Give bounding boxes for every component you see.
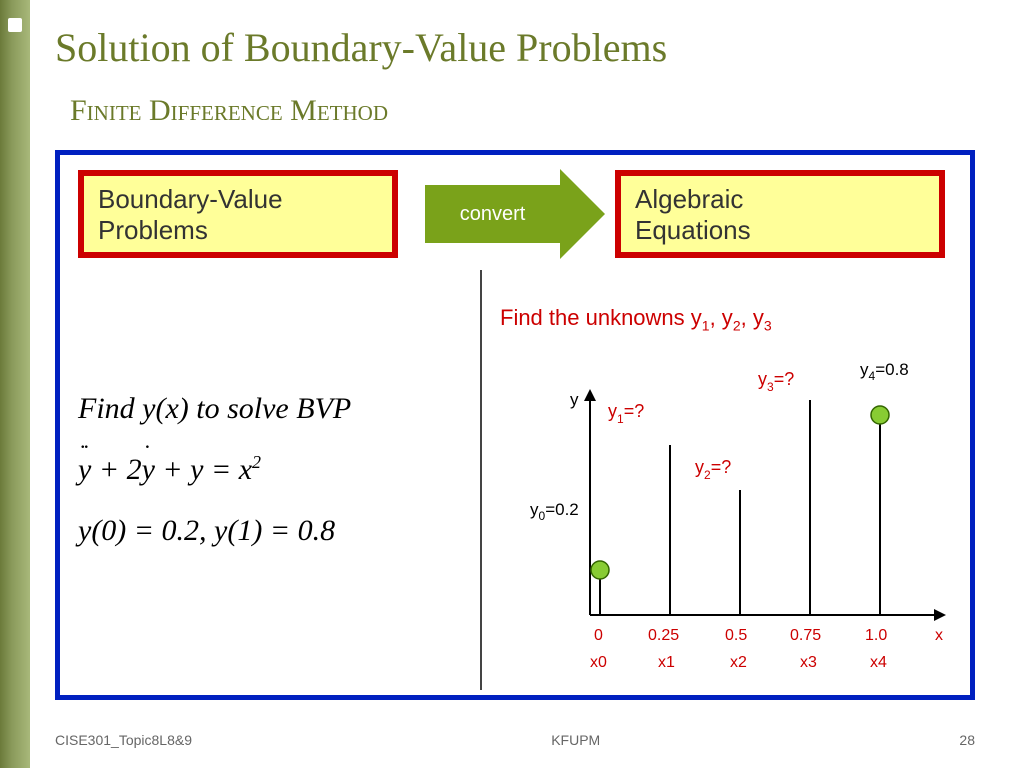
stem-chart-svg: y x y1=? y2=? y3=? <box>530 355 950 685</box>
convert-arrow-label: convert <box>460 203 526 226</box>
xtick-0: 0 <box>594 627 603 644</box>
algebraic-box-line1: Algebraic <box>635 184 743 214</box>
math-line1: Find y(x) to solve BVP <box>78 383 351 434</box>
page-subtitle: Finite Difference Method <box>70 94 388 128</box>
math-line3: y(0) = 0.2, y(1) = 0.8 <box>78 505 351 556</box>
xnode-0: x0 <box>590 654 607 671</box>
accent-square-icon <box>8 18 22 32</box>
bvp-box: Boundary-Value Problems <box>78 170 398 258</box>
vertical-divider <box>480 270 482 690</box>
algebraic-box-line2: Equations <box>635 215 751 245</box>
label-y1: y1=? <box>608 401 644 426</box>
label-y2: y2=? <box>695 457 731 482</box>
xtick-4: 1.0 <box>865 627 887 644</box>
label-y0: y0=0.2 <box>530 500 579 523</box>
y-axis-arrow-icon <box>584 389 596 401</box>
stem-chart: y x y1=? y2=? y3=? <box>530 355 950 685</box>
footer-right: 28 <box>959 732 975 748</box>
accent-bar <box>0 0 30 768</box>
math-block: Find y(x) to solve BVP y + 2y + y = x2 y… <box>78 383 351 566</box>
x-axis-label: x <box>935 627 943 644</box>
xtick-2: 0.5 <box>725 627 747 644</box>
node-y0 <box>591 561 609 579</box>
xnode-1: x1 <box>658 654 675 671</box>
math-line2: y + 2y + y = x2 <box>78 444 351 495</box>
slide: Solution of Boundary-Value Problems Fini… <box>0 0 1024 768</box>
content-box: Boundary-Value Problems convert Algebrai… <box>55 150 975 700</box>
bvp-box-line2: Problems <box>98 215 208 245</box>
xtick-1: 0.25 <box>648 627 679 644</box>
xnode-2: x2 <box>730 654 747 671</box>
x-axis-arrow-icon <box>934 609 946 621</box>
footer: CISE301_Topic8L8&9 KFUPM 28 <box>55 732 975 748</box>
footer-center: KFUPM <box>551 732 600 748</box>
footer-left: CISE301_Topic8L8&9 <box>55 732 192 748</box>
node-y4 <box>871 406 889 424</box>
xnode-3: x3 <box>800 654 817 671</box>
y-axis-label: y <box>570 390 579 409</box>
page-title: Solution of Boundary-Value Problems <box>55 24 667 71</box>
label-y3: y3=? <box>758 369 794 394</box>
find-unknowns-text: Find the unknowns y1, y2, y3 <box>500 305 772 333</box>
algebraic-box: Algebraic Equations <box>615 170 945 258</box>
label-y4: y4=0.8 <box>860 360 909 383</box>
convert-arrow-body: convert <box>425 185 560 243</box>
bvp-box-line1: Boundary-Value <box>98 184 283 214</box>
xnode-4: x4 <box>870 654 887 671</box>
xtick-3: 0.75 <box>790 627 821 644</box>
convert-arrow-head-icon <box>560 169 605 259</box>
